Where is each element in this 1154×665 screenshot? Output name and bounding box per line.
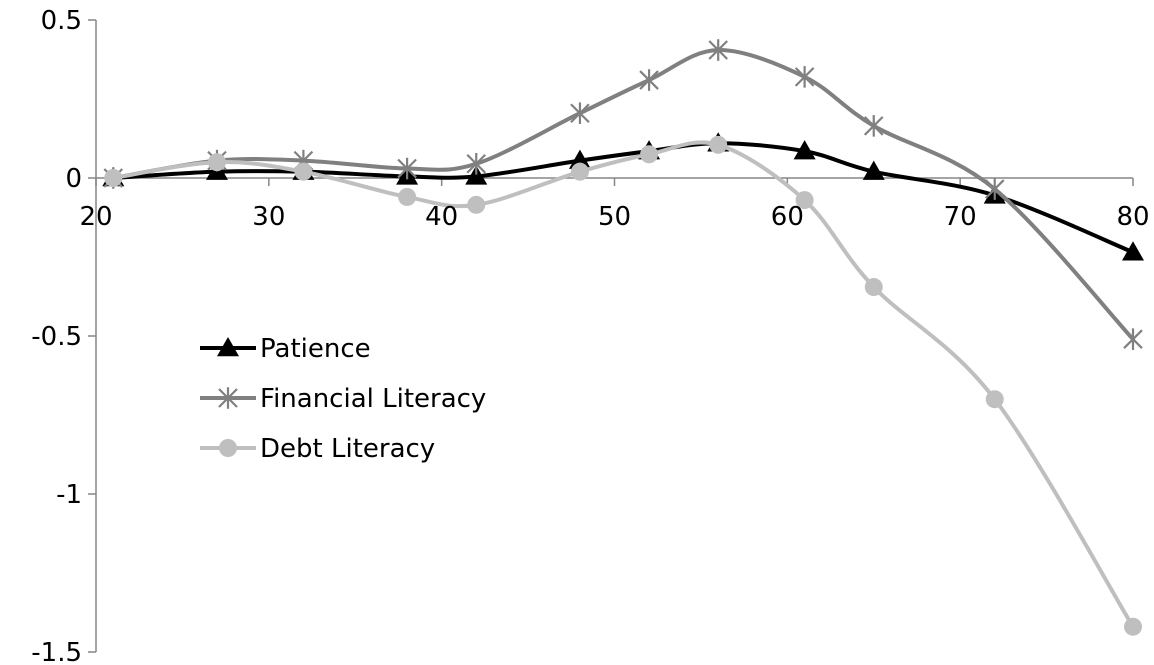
data-point bbox=[863, 115, 884, 137]
x-tick-label: 30 bbox=[252, 202, 285, 232]
legend-label: Patience bbox=[260, 334, 371, 364]
data-point bbox=[398, 187, 417, 206]
data-point bbox=[568, 149, 591, 169]
data-point bbox=[466, 152, 487, 175]
data-point bbox=[570, 162, 589, 181]
series-debt-literacy bbox=[104, 135, 1142, 636]
data-point bbox=[639, 69, 659, 91]
legend-item: Financial Literacy bbox=[200, 384, 486, 414]
data-point bbox=[1123, 328, 1143, 350]
x-tick-label: 40 bbox=[425, 202, 458, 232]
data-point bbox=[640, 145, 659, 164]
legend: Patience Financial Literacy Debt Literacy bbox=[200, 334, 486, 464]
axes bbox=[88, 19, 1134, 653]
y-tick-label: -1 bbox=[56, 480, 82, 510]
legend-item: Patience bbox=[200, 334, 371, 364]
legend-label: Financial Literacy bbox=[260, 384, 486, 414]
x-tick-label: 70 bbox=[944, 202, 977, 232]
legend-marker bbox=[218, 387, 238, 409]
data-point bbox=[294, 162, 313, 181]
data-point bbox=[985, 390, 1004, 409]
legend-marker bbox=[217, 337, 239, 357]
data-point bbox=[397, 157, 417, 180]
x-tick-label: 20 bbox=[79, 202, 112, 232]
data-point bbox=[794, 66, 815, 88]
y-tick-label: 0.5 bbox=[41, 6, 82, 36]
data-point bbox=[1124, 617, 1142, 636]
x-tick-label: 60 bbox=[771, 202, 804, 232]
x-tick-label: 50 bbox=[598, 202, 631, 232]
data-point bbox=[570, 102, 590, 125]
data-point bbox=[467, 195, 486, 214]
x-tick-label: 80 bbox=[1116, 202, 1149, 232]
data-point bbox=[207, 153, 226, 172]
data-point bbox=[862, 160, 885, 180]
data-point bbox=[793, 140, 816, 160]
data-point bbox=[708, 39, 728, 61]
legend-label: Debt Literacy bbox=[260, 434, 435, 464]
series-financial-literacy bbox=[103, 39, 1143, 350]
series-layer bbox=[102, 39, 1144, 636]
y-tick-label: -0.5 bbox=[31, 322, 82, 352]
data-point bbox=[104, 169, 123, 187]
data-point bbox=[709, 135, 728, 154]
data-point bbox=[795, 191, 814, 210]
y-tick-label: 0 bbox=[65, 164, 82, 194]
legend-item: Debt Literacy bbox=[200, 434, 435, 464]
y-tick-label: -1.5 bbox=[31, 638, 82, 665]
data-point bbox=[864, 278, 883, 297]
data-point bbox=[1122, 241, 1144, 261]
tick-labels: 0.5 0 -0.5 -1 -1.5 20 30 40 50 60 70 80 bbox=[31, 6, 1149, 665]
data-point bbox=[465, 165, 488, 185]
series-line bbox=[111, 48, 1135, 342]
data-point bbox=[984, 178, 1005, 200]
legend-marker bbox=[219, 439, 237, 457]
